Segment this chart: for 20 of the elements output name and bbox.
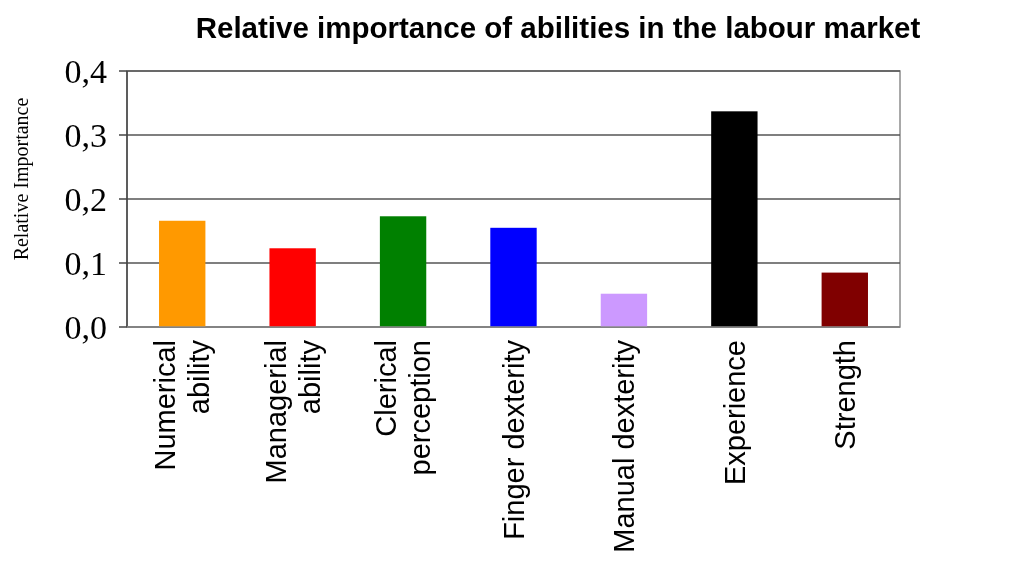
- chart-title: Relative importance of abilities in the labour market: [195, 11, 921, 44]
- y-tick-label: 0,2: [64, 180, 107, 218]
- x-tick-label: Manual dexterity: [608, 339, 641, 553]
- bar: [821, 272, 868, 327]
- y-tick-label: 0,4: [64, 52, 107, 90]
- bar: [269, 248, 316, 327]
- y-tick-label: 0,1: [64, 244, 107, 282]
- bar: [490, 227, 537, 327]
- y-tick-label: 0,0: [64, 308, 107, 346]
- x-tick-label: Finger dexterity: [497, 339, 530, 540]
- bar: [600, 293, 648, 327]
- bar: [159, 220, 206, 327]
- y-tick-label: 0,3: [64, 116, 107, 154]
- x-tick-label: Strength: [828, 340, 861, 450]
- x-tick-label: Experience: [718, 340, 751, 486]
- x-tick-label: Numerical ability: [149, 339, 216, 471]
- y-axis-title: Relative Importance: [10, 97, 33, 261]
- bar: [379, 216, 427, 327]
- bar: [711, 111, 758, 327]
- x-tick-label: Managerial ability: [259, 339, 326, 484]
